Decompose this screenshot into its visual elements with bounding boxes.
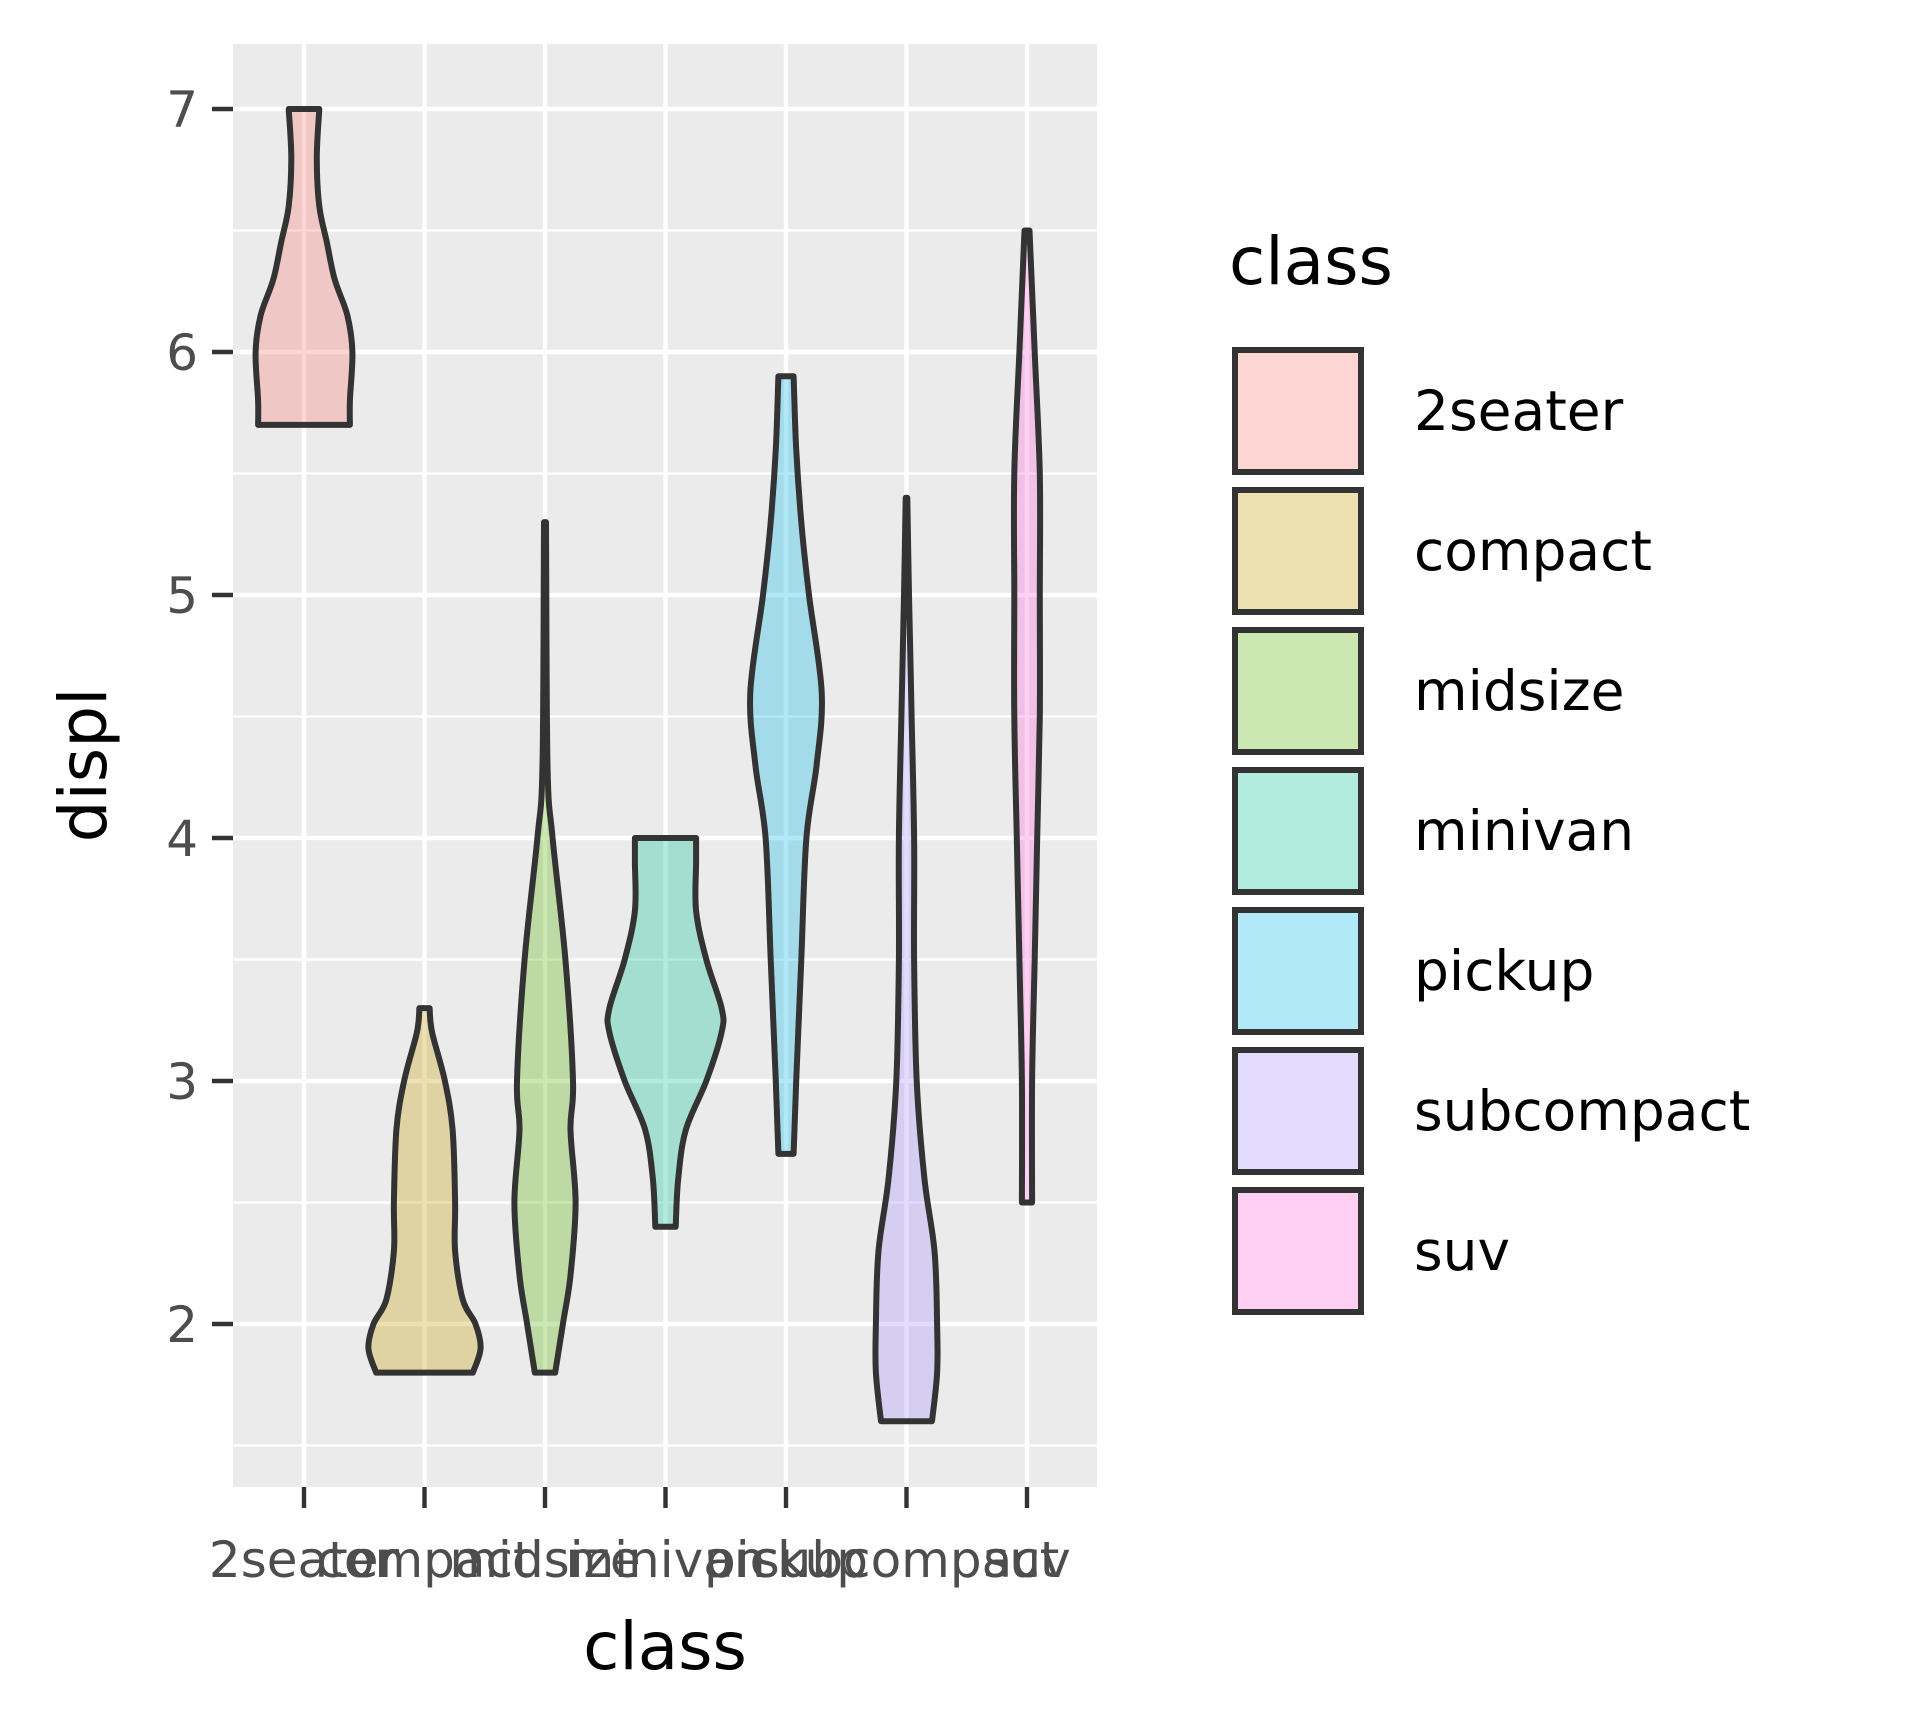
violin-compact: [365, 1005, 484, 1376]
legend-key-bg: [1232, 767, 1364, 895]
violins: [252, 106, 1044, 1425]
legend-key-pickup: [1232, 907, 1364, 1035]
y-tick-label: 5: [166, 567, 198, 625]
y-tick-label: 4: [166, 810, 198, 868]
violin-minivan: [604, 835, 727, 1230]
legend-key-midsize: [1232, 627, 1364, 755]
legend-label-suv: suv: [1414, 1219, 1510, 1283]
legend-key-compact: [1232, 487, 1364, 615]
legend-key-bg: [1232, 347, 1364, 475]
violin-midsize: [511, 519, 579, 1376]
x-axis-title: class: [583, 1608, 747, 1685]
legend-key-bg: [1232, 1047, 1364, 1175]
legend-key-subcompact: [1232, 1047, 1364, 1175]
violin-suv: [1010, 227, 1044, 1206]
x-tick-label: minivan: [565, 1531, 765, 1589]
legend-key-minivan: [1232, 767, 1364, 895]
legend-key-suv: [1232, 1187, 1364, 1315]
y-tick-label: 6: [166, 324, 198, 382]
y-axis: 2 3 4 5 6 7: [166, 81, 233, 1354]
legend-key-bg: [1232, 1187, 1364, 1315]
legend-key-bg: [1232, 907, 1364, 1035]
violin-2seater: [252, 106, 356, 428]
legend-key-2seater: [1232, 347, 1364, 475]
legend-key-bg: [1232, 487, 1364, 615]
legend-title: class: [1229, 223, 1393, 300]
y-tick-label: 3: [166, 1053, 198, 1111]
y-tick-label: 2: [166, 1296, 198, 1354]
legend-label-compact: compact: [1414, 519, 1652, 583]
legend-label-pickup: pickup: [1414, 939, 1594, 1003]
legend: class 2seater compact midsize minivan pickup…: [1229, 223, 1750, 1315]
legend-items: 2seater compact midsize minivan pickup subcom…: [1232, 347, 1750, 1315]
x-tick-label: pickup: [704, 1531, 868, 1589]
legend-label-midsize: midsize: [1414, 659, 1624, 723]
legend-label-subcompact: subcompact: [1414, 1079, 1750, 1143]
x-tick-label: 2seater: [209, 1531, 400, 1589]
x-tick-label: compact: [316, 1531, 532, 1589]
x-tick-label: subcompact: [754, 1531, 1060, 1589]
x-axis: 2seatercompactmidsizeminivanpickupsubcom…: [209, 1487, 1071, 1589]
legend-key-bg: [1232, 627, 1364, 755]
legend-label-minivan: minivan: [1414, 799, 1634, 863]
violin-subcompact: [872, 494, 941, 1425]
legend-label-2seater: 2seater: [1414, 379, 1624, 443]
violin-pickup: [747, 373, 825, 1157]
y-tick-label: 7: [166, 81, 198, 139]
x-tick-label: suv: [983, 1531, 1070, 1589]
x-tick-label: midsize: [449, 1531, 640, 1589]
y-axis-title: displ: [45, 688, 122, 843]
